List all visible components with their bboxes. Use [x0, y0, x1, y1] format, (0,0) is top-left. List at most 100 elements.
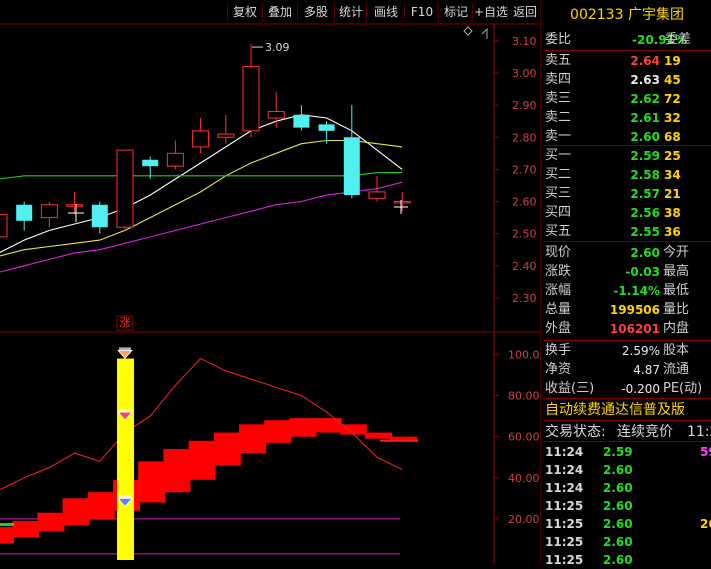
quote-label: 涨跌	[545, 264, 572, 279]
osc-line	[0, 357, 403, 491]
diamond-icon	[463, 26, 473, 36]
buy-volume: 36	[664, 225, 681, 239]
osc-band-step	[390, 436, 418, 441]
osc-band-step	[188, 440, 216, 480]
buy-label: 买一	[545, 148, 572, 163]
toolbar-button-3[interactable]: 统计	[334, 3, 367, 21]
osc-green-start	[0, 523, 14, 526]
stats-label: 换手	[545, 343, 572, 358]
osc-tick-label: 40.00	[508, 472, 540, 485]
toolbar-button-2[interactable]: 多股	[297, 3, 334, 21]
osc-band-step	[339, 424, 367, 435]
y-tick-label: 3.00	[512, 67, 537, 80]
buy-volume: 21	[664, 187, 681, 201]
trade-price: 2.60	[603, 553, 633, 567]
buy-row: 买五 2.55 36	[543, 223, 711, 241]
max-price-label: 3.09	[265, 41, 290, 54]
toolbar-button-1[interactable]: 叠加	[262, 3, 297, 21]
candle-body	[217, 133, 235, 138]
quote-right-label: 内盘	[663, 321, 690, 336]
trade-time: 11:24	[545, 445, 584, 459]
candle-body	[242, 66, 260, 132]
stats-right-label: PE(动)	[663, 381, 703, 396]
gem-top	[119, 495, 131, 499]
toolbar-button-5[interactable]: F10	[404, 3, 439, 21]
promo-banner[interactable]: 自动续费通达信普及版	[545, 402, 685, 418]
toolbar-button-7[interactable]: +自选	[472, 3, 509, 21]
osc-band-step	[37, 512, 65, 532]
sell-row: 卖五 2.64 19	[543, 52, 711, 70]
y-tick-label: 3.10	[512, 35, 537, 48]
kline-chart[interactable]: 3.10 3.00 2.90 2.80 2.70 2.60 2.50 2.40 2.30 3.09…	[0, 0, 541, 564]
sell-label: 卖一	[545, 129, 572, 144]
buy-volume: 38	[664, 206, 681, 220]
ratio-value: -20.91%	[632, 33, 687, 47]
sell-label: 卖二	[545, 110, 572, 125]
quote-label: 外盘	[545, 321, 572, 336]
toolbar: 复权 叠加 多股 统计 画线 F10 标记 +自选 返回	[0, 0, 541, 24]
buy-price: 2.59	[630, 149, 660, 163]
candle-body	[40, 204, 58, 219]
buy-price: 2.55	[630, 225, 660, 239]
signal-label-box	[116, 315, 134, 331]
trade-status-time: 11:25	[687, 424, 711, 440]
stats-label: 净资	[545, 362, 572, 377]
candle-body	[0, 213, 8, 238]
y-tick-label: 2.70	[512, 163, 537, 176]
quote-label: 涨幅	[545, 283, 572, 298]
y-tick-label: 2.90	[512, 99, 537, 112]
sell-price: 2.64	[630, 54, 660, 68]
trade-status-value: 连续竞价	[617, 424, 673, 440]
y-tick-label: 2.30	[512, 292, 537, 305]
buy-price: 2.58	[630, 168, 660, 182]
gem-top	[119, 347, 131, 351]
buy-label: 买二	[545, 167, 572, 182]
osc-band-step	[87, 492, 115, 519]
sell-price: 2.62	[630, 92, 660, 106]
osc-band-step	[365, 432, 392, 439]
candle-body	[267, 111, 285, 119]
candle-body	[116, 149, 134, 228]
sell-volume: 32	[664, 111, 681, 125]
osc-band-step	[163, 449, 191, 493]
trade-price: 2.60	[603, 517, 633, 531]
quote-right-label: 最低	[663, 283, 690, 298]
osc-tick-label: 100.0	[508, 348, 540, 361]
osc-tick-label: 60.00	[508, 431, 540, 444]
buy-label: 买五	[545, 224, 572, 239]
sell-label: 卖四	[545, 72, 572, 87]
osc-band-step	[264, 420, 292, 443]
quote-row: 外盘 106201 内盘	[543, 320, 711, 338]
sell-volume: 45	[664, 73, 681, 87]
toolbar-button-0[interactable]: 复权	[227, 3, 262, 21]
sell-row: 卖四 2.63 45	[543, 71, 711, 89]
candle-body	[318, 124, 335, 131]
stats-right-label: 流通	[663, 362, 690, 377]
candle-body	[393, 201, 411, 204]
toolbar-button-8[interactable]: 返回	[507, 3, 542, 21]
trade-price: 2.59	[603, 445, 633, 459]
candle-body	[343, 137, 360, 196]
gem-icon	[117, 349, 133, 359]
trade-volume: 26	[700, 517, 711, 531]
toolbar-button-6[interactable]: 标记	[438, 3, 473, 21]
y-tick-label: 2.80	[512, 131, 537, 144]
trade-price: 2.60	[603, 535, 633, 549]
buy-volume: 25	[664, 149, 681, 163]
candle-body	[368, 191, 386, 199]
quote-row: 现价 2.60 今开	[543, 244, 711, 262]
ratio-label: 委比	[545, 32, 572, 47]
ratio-diff-label: 委差	[665, 32, 692, 47]
toolbar-button-4[interactable]: 画线	[366, 3, 405, 21]
ma-line	[0, 139, 403, 257]
trade-time: 11:24	[545, 481, 584, 495]
buy-row: 买一 2.59 25	[543, 147, 711, 165]
sell-volume: 19	[664, 54, 681, 68]
quote-row: 总量 199506 量比	[543, 301, 711, 319]
sell-volume: 72	[664, 92, 681, 106]
trade-time: 11:25	[545, 553, 584, 567]
trade-status-label: 交易状态:	[545, 424, 606, 440]
quote-right-label: 最高	[663, 264, 690, 279]
ma-line	[0, 181, 403, 273]
buy-row: 买三 2.57 21	[543, 185, 711, 203]
